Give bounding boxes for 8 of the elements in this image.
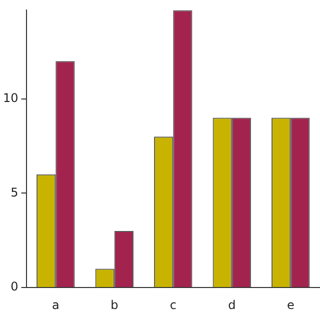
x-tick-label: a <box>52 298 60 312</box>
x-tick-label: d <box>228 298 236 312</box>
y-tick-label: 5 <box>10 185 18 200</box>
y-tick-label: 0 <box>10 280 18 294</box>
x-tick-label: b <box>110 298 118 312</box>
x-tick-label: c <box>170 298 176 312</box>
y-tick-label: 10 <box>2 91 18 106</box>
x-tick-label: e <box>286 298 294 312</box>
